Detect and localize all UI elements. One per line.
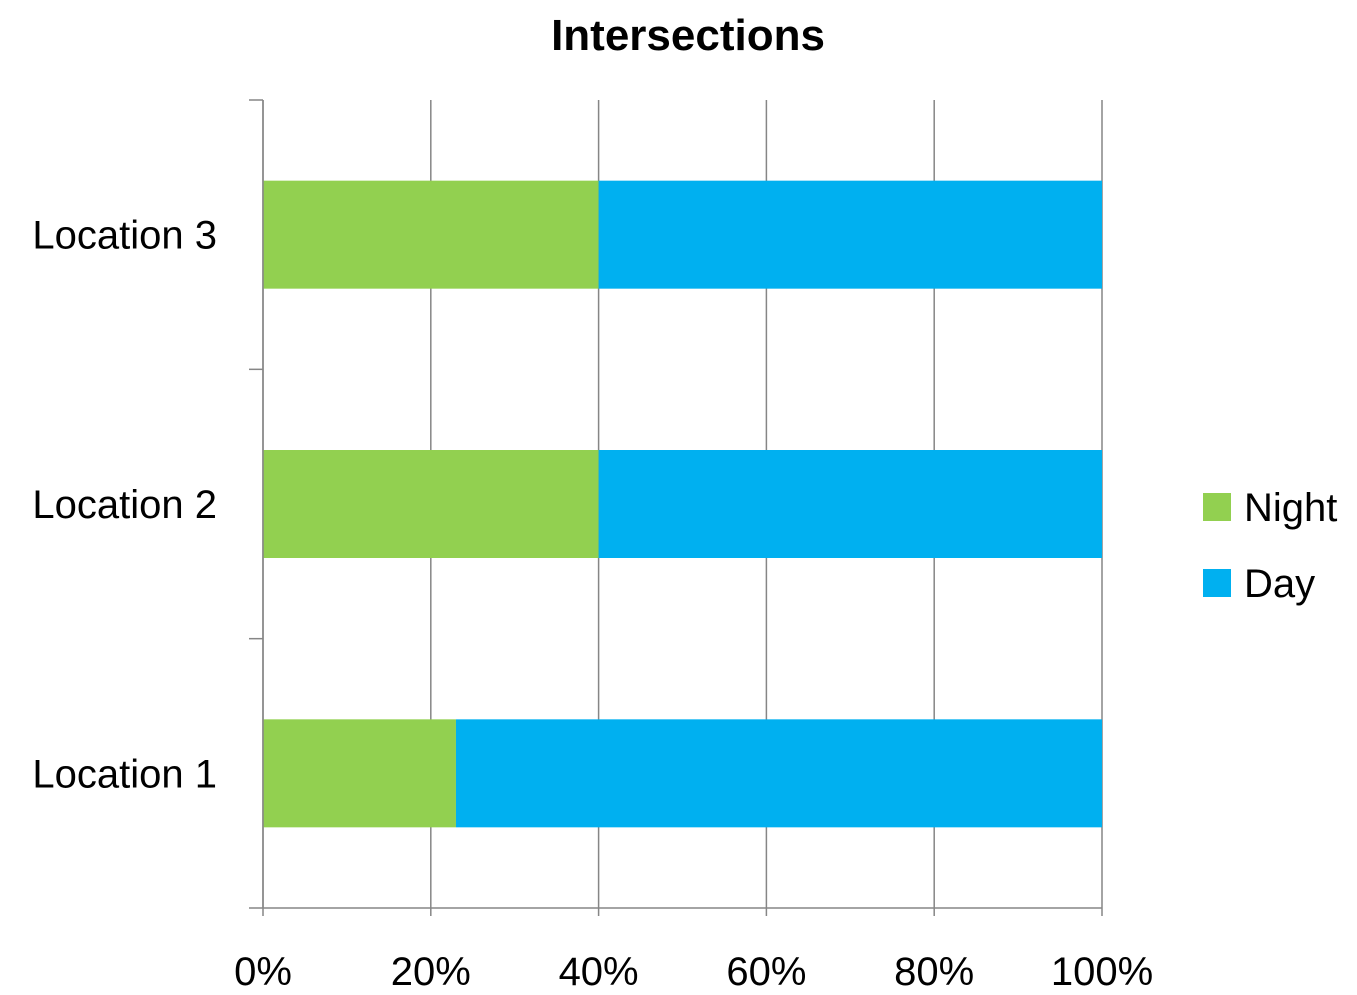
bar-night [263, 450, 599, 558]
x-tick-label: 0% [234, 950, 292, 994]
legend-label: Day [1244, 562, 1315, 606]
legend-swatch [1203, 569, 1231, 597]
labels: 0% 20% 40% 60% 80% 100% Location 1 Location 2 Lo… [32, 214, 1153, 994]
x-tick-label: 20% [391, 950, 471, 994]
legend: Night Day [1203, 486, 1337, 606]
bar-day [455, 719, 1103, 828]
bar-day [598, 180, 1102, 289]
chart-title: Intersections [551, 11, 825, 60]
category-label: Location 3 [32, 214, 217, 258]
x-tick-label: 80% [894, 950, 974, 994]
x-tick-label: 40% [559, 950, 639, 994]
category-label: Location 1 [32, 752, 217, 796]
bars [263, 180, 1103, 828]
bar-day [598, 450, 1102, 558]
legend-label: Night [1244, 486, 1337, 530]
legend-swatch [1203, 493, 1231, 521]
x-tick-label: 100% [1051, 950, 1153, 994]
category-label: Location 2 [32, 483, 217, 527]
x-tick-label: 60% [726, 950, 806, 994]
bar-night [263, 719, 456, 828]
bar-night [263, 180, 599, 289]
axes [249, 99, 1102, 909]
